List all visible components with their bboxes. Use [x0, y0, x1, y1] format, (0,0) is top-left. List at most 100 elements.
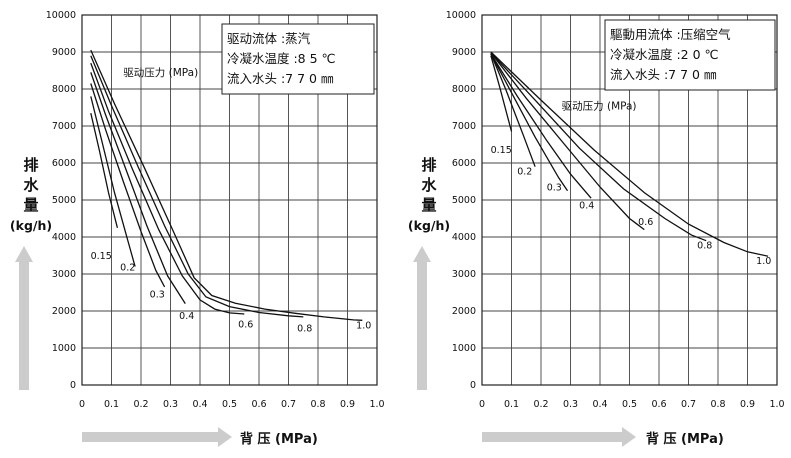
- plot-frame: [481, 14, 778, 386]
- series-label: 0.3: [547, 182, 562, 193]
- info-box-line: 流入水头 :7 7 0 ㎜: [227, 71, 334, 86]
- y-tick-label: 7000: [52, 121, 76, 132]
- x-tick-label: 0.2: [133, 399, 148, 410]
- y-tick-label: 5000: [52, 195, 76, 206]
- x-tick-label: 0.5: [222, 399, 237, 410]
- y-axis-label: (kg/h): [408, 218, 450, 233]
- y-tick-label: 9000: [52, 47, 76, 58]
- x-axis-label: 背 压 (MPa): [240, 431, 318, 447]
- y-tick-label: 3000: [452, 269, 476, 280]
- series-label: 0.15: [491, 145, 512, 156]
- y-tick-label: 4000: [52, 232, 76, 243]
- info-box-line: 冷凝水温度 :8 5 ℃: [227, 51, 336, 66]
- y-tick-label: 0: [470, 380, 476, 391]
- x-tick-label: 0.1: [504, 399, 519, 410]
- y-tick-label: 2000: [452, 306, 476, 317]
- y-axis-label: 排: [23, 156, 38, 174]
- series-label: 1.0: [756, 256, 771, 267]
- x-tick-label: 0.9: [740, 399, 755, 410]
- series-label: 0.6: [638, 217, 653, 228]
- y-axis-arrow: [15, 246, 33, 390]
- x-tick-label: 0.6: [251, 399, 266, 410]
- x-tick-label: 0: [79, 399, 85, 410]
- x-tick-label: 0.3: [163, 399, 178, 410]
- y-axis-label: 水: [421, 176, 437, 194]
- y-tick-label: 7000: [452, 121, 476, 132]
- x-tick-label: 0.7: [281, 399, 296, 410]
- x-tick-label: 1.0: [769, 399, 784, 410]
- x-tick-label: 0.6: [651, 399, 666, 410]
- y-tick-label: 8000: [52, 84, 76, 95]
- series-line-0.3: [490, 53, 569, 192]
- x-tick-label: 0.8: [710, 399, 725, 410]
- series-line-1.0: [490, 51, 769, 257]
- y-tick-label: 6000: [452, 158, 476, 169]
- y-tick-label: 5000: [452, 195, 476, 206]
- series-label: 1.0: [356, 320, 371, 331]
- series-line-0.2: [490, 53, 536, 167]
- series-label: 0.2: [517, 166, 532, 177]
- y-tick-label: 8000: [452, 84, 476, 95]
- info-box: [221, 23, 375, 95]
- series-label: 0.3: [150, 290, 165, 301]
- y-axis-label: 水: [23, 176, 39, 194]
- y-tick-label: 1000: [452, 343, 476, 354]
- series-line-0.6: [90, 62, 245, 315]
- y-axis-label: 排: [421, 156, 436, 174]
- x-tick-label: 0.3: [563, 399, 578, 410]
- chart-2: 0 1000 2000 3000 4000 5000 6000 7000 8000 9000 100…: [408, 10, 785, 447]
- series-line-0.3: [90, 83, 166, 288]
- series-title: 驱动压力 (MPa): [562, 99, 637, 112]
- info-box-line: 流入水头 :7 7 0 ㎜: [610, 67, 717, 82]
- series-label: 0.8: [697, 240, 712, 251]
- y-axis-label: (kg/h): [10, 218, 52, 233]
- y-axis-label: 量: [23, 196, 38, 214]
- x-tick-label: 0.8: [310, 399, 325, 410]
- x-axis-arrow: [482, 427, 636, 447]
- series-line-0.15: [490, 55, 513, 132]
- x-axis-label: 背 压 (MPa): [646, 431, 724, 447]
- x-tick-label: 0.1: [104, 399, 119, 410]
- y-tick-label: 10000: [46, 10, 76, 21]
- info-box-line: 驱动流体 :蒸汽: [227, 31, 311, 46]
- x-tick-label: 0.7: [681, 399, 696, 410]
- plot-frame: [81, 14, 378, 386]
- series-line-0.6: [490, 52, 645, 231]
- series-label: 0.6: [238, 320, 253, 331]
- y-axis-arrow: [413, 246, 431, 390]
- y-tick-label: 3000: [52, 269, 76, 280]
- series-label: 0.2: [120, 262, 135, 273]
- y-tick-label: 6000: [52, 158, 76, 169]
- chart-1: 0 1000 2000 3000 4000 5000 6000 7000 8000 9000 100…: [10, 10, 385, 447]
- series-line-1.0: [90, 49, 363, 321]
- x-tick-label: 1.0: [369, 399, 384, 410]
- series-line-0.4: [90, 72, 186, 304]
- y-tick-label: 9000: [452, 47, 476, 58]
- x-tick-label: 0.2: [533, 399, 548, 410]
- series-line-0.15: [90, 112, 119, 228]
- series-line-0.4: [490, 53, 592, 199]
- info-box-line: 冷凝水温度 :2 0 ℃: [610, 47, 719, 62]
- series-label: 0.4: [179, 311, 194, 322]
- series-label: 0.15: [91, 251, 112, 262]
- y-tick-label: 0: [70, 380, 76, 391]
- x-tick-label: 0: [479, 399, 485, 410]
- series-title: 驱动压力 (MPa): [123, 66, 198, 79]
- x-axis-arrow: [82, 427, 232, 447]
- series-line-0.2: [90, 96, 136, 267]
- series-line-0.8: [90, 55, 304, 318]
- y-tick-label: 1000: [52, 343, 76, 354]
- y-tick-label: 2000: [52, 306, 76, 317]
- x-tick-label: 0.4: [592, 399, 607, 410]
- y-tick-label: 4000: [452, 232, 476, 243]
- y-axis-label: 量: [421, 196, 436, 214]
- info-box-line: 驅動用流体 :压缩空气: [610, 27, 731, 42]
- x-tick-label: 0.9: [340, 399, 355, 410]
- x-tick-label: 0.5: [622, 399, 637, 410]
- series-label: 0.4: [579, 201, 594, 212]
- y-tick-label: 10000: [446, 10, 476, 21]
- series-label: 0.8: [297, 323, 312, 334]
- series-line-0.8: [490, 52, 707, 242]
